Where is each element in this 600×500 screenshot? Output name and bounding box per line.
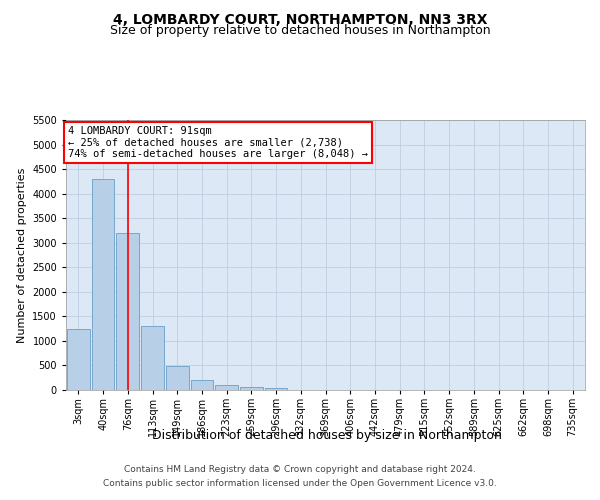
Text: Distribution of detached houses by size in Northampton: Distribution of detached houses by size … [152, 428, 502, 442]
Bar [240, 387, 263, 390]
Text: 4 LOMBARDY COURT: 91sqm
← 25% of detached houses are smaller (2,738)
74% of semi: 4 LOMBARDY COURT: 91sqm ← 25% of detache… [68, 126, 368, 159]
Bar [215, 385, 238, 390]
Bar [92, 179, 115, 390]
Bar [265, 388, 287, 390]
Text: Size of property relative to detached houses in Northampton: Size of property relative to detached ho… [110, 24, 490, 37]
Bar [116, 233, 139, 390]
Y-axis label: Number of detached properties: Number of detached properties [17, 168, 26, 342]
Bar [141, 326, 164, 390]
Bar [191, 380, 213, 390]
Text: 4, LOMBARDY COURT, NORTHAMPTON, NN3 3RX: 4, LOMBARDY COURT, NORTHAMPTON, NN3 3RX [113, 12, 487, 26]
Bar [166, 366, 188, 390]
Text: Contains HM Land Registry data © Crown copyright and database right 2024.
Contai: Contains HM Land Registry data © Crown c… [103, 466, 497, 487]
Bar [67, 328, 90, 390]
